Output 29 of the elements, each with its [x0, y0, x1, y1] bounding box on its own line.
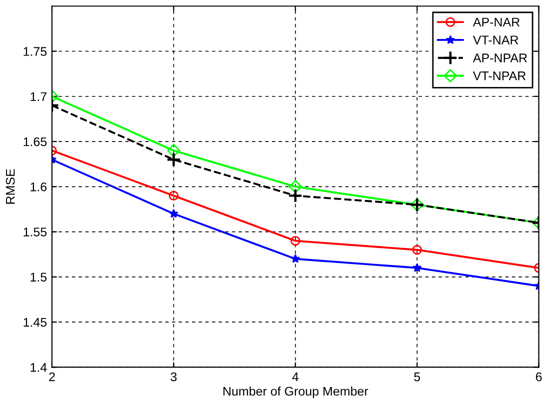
- y-tick-label: 1.65: [24, 137, 47, 146]
- x-axis-title: Number of Group Member: [223, 386, 368, 398]
- legend-label: AP-NAR: [472, 18, 520, 26]
- point: [167, 144, 180, 158]
- x-tick-label: 4: [292, 372, 298, 382]
- legend-label: VT-NPAR: [472, 72, 526, 80]
- y-tick-label: 1.45: [24, 318, 47, 327]
- y-tick-label: 1.4: [30, 363, 47, 372]
- y-tick-label: 1.75: [24, 47, 47, 56]
- x-tick-label: 2: [49, 372, 55, 382]
- x-tick-label: 5: [414, 372, 420, 382]
- legend-label: AP-NPAR: [472, 54, 527, 62]
- point: [168, 190, 179, 201]
- point: [290, 236, 300, 246]
- x-tick-label: 3: [170, 372, 177, 382]
- y-tick-label: 1.55: [24, 228, 47, 236]
- legend-label: VT-NAR: [472, 36, 518, 44]
- y-tick-label: 1.5: [30, 272, 47, 282]
- point: [288, 188, 303, 204]
- point: [166, 152, 182, 167]
- x-tick-label: 6: [536, 372, 542, 382]
- y-tick-label: 1.6: [30, 182, 47, 192]
- point: [169, 208, 178, 218]
- y-tick-label: 1.7: [30, 92, 46, 101]
- y-axis-title: RMSE: [6, 169, 15, 204]
- point: [290, 254, 300, 263]
- point: [288, 180, 302, 194]
- point: [412, 263, 422, 272]
- point: [412, 244, 422, 255]
